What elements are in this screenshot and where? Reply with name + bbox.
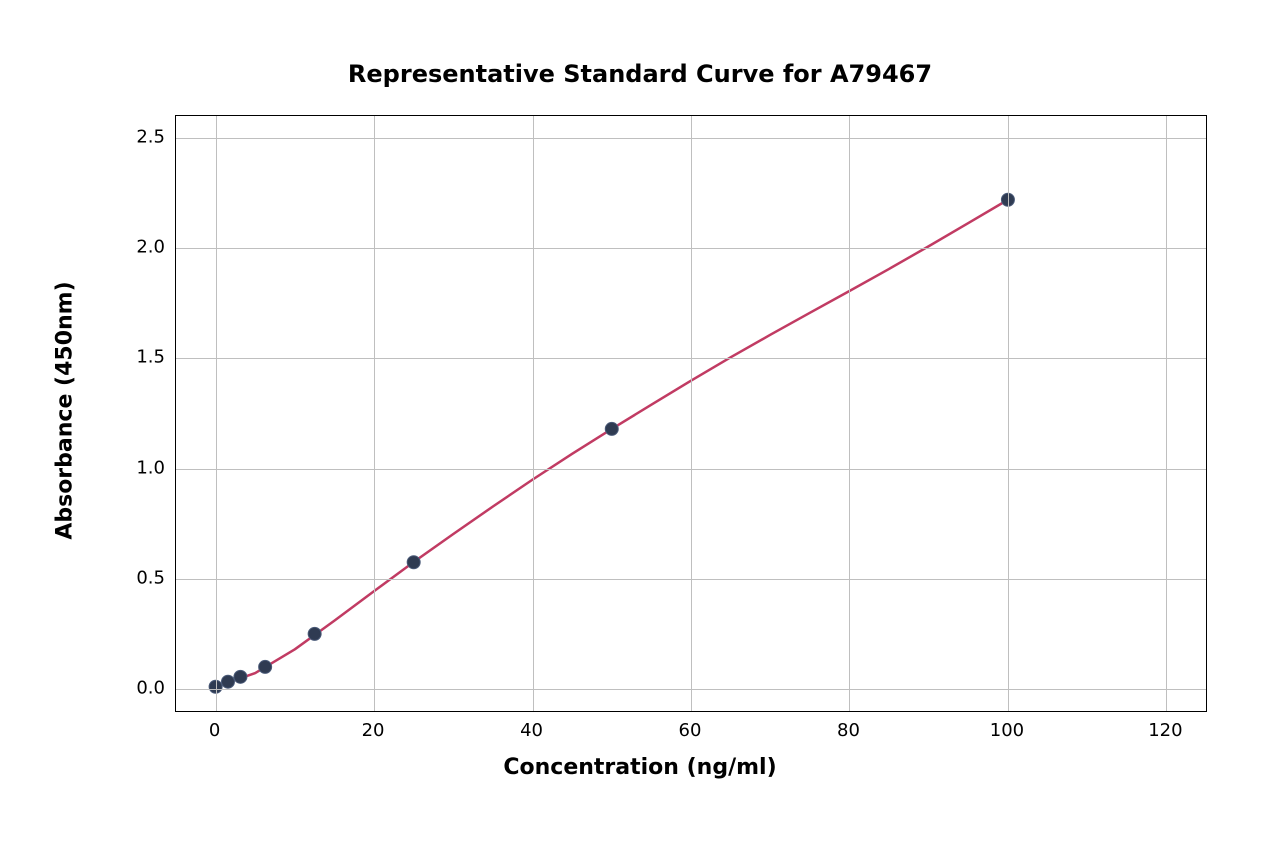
x-tick-label: 80 [837,720,860,741]
y-tick-label: 0.0 [130,677,165,698]
y-tick-label: 2.5 [130,127,165,148]
grid-line-horizontal [176,248,1206,249]
data-point-marker [259,660,272,673]
grid-line-horizontal [176,138,1206,139]
grid-line-vertical [533,116,534,711]
x-tick-label: 40 [520,720,543,741]
grid-line-vertical [849,116,850,711]
y-tick-label: 1.5 [130,347,165,368]
grid-line-vertical [691,116,692,711]
chart-title: Representative Standard Curve for A79467 [0,60,1280,88]
grid-line-vertical [1008,116,1009,711]
y-tick-label: 2.0 [130,237,165,258]
data-point-marker [308,627,321,640]
grid-line-horizontal [176,358,1206,359]
y-tick-label: 0.5 [130,567,165,588]
curve-line [216,200,1008,687]
x-axis-label: Concentration (ng/ml) [0,755,1280,780]
grid-line-vertical [1166,116,1167,711]
figure: Representative Standard Curve for A79467… [0,0,1280,845]
grid-line-horizontal [176,579,1206,580]
data-point-marker [605,422,618,435]
grid-line-vertical [216,116,217,711]
data-point-marker [221,675,234,688]
grid-line-vertical [374,116,375,711]
data-point-marker [407,556,420,569]
marker-group [209,193,1014,693]
y-axis-label: Absorbance (450nm) [53,260,78,560]
grid-line-horizontal [176,689,1206,690]
y-tick-label: 1.0 [130,457,165,478]
x-tick-label: 0 [209,720,220,741]
x-tick-label: 60 [679,720,702,741]
plot-area [175,115,1207,712]
x-tick-label: 100 [990,720,1024,741]
x-tick-label: 120 [1148,720,1182,741]
grid-line-horizontal [176,469,1206,470]
data-point-marker [234,670,247,683]
x-tick-label: 20 [362,720,385,741]
